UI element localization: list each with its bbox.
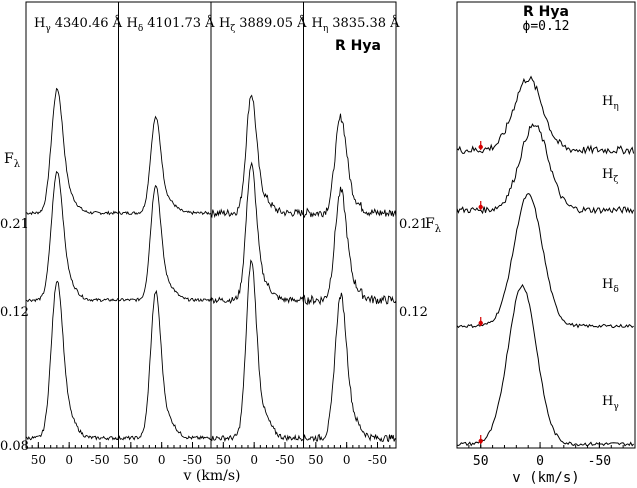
x-tick-label: 50 bbox=[308, 453, 323, 467]
right-x-tick-label: 50 bbox=[473, 454, 489, 469]
subpanel-title-2: Hζ 3889.05 Å bbox=[219, 15, 307, 34]
right-series-label-ζ: Hζ bbox=[602, 167, 618, 185]
left-spectra-curves bbox=[25, 87, 397, 443]
right-spectrum-ζ bbox=[456, 123, 635, 215]
spectrum-line-phase-0.08-panel-2 bbox=[210, 259, 304, 443]
right-x-ticks: 50 0 -50 bbox=[456, 442, 636, 469]
right-spectrum-γ bbox=[456, 283, 634, 447]
left-x-ticks: 50 0 -50 50 0 -50 50 0 -50 50 0 -50 bbox=[25, 442, 397, 467]
right-side-y-axis-label: Fλ bbox=[425, 216, 442, 235]
spectrum-line-phase-0.21-panel-2 bbox=[210, 94, 304, 219]
x-tick-label: 0 bbox=[158, 453, 166, 467]
x-tick-label: 0 bbox=[65, 453, 73, 467]
left-subpanel-dividers bbox=[118, 2, 304, 448]
spectrum-line-phase-0.21-panel-3 bbox=[303, 113, 397, 219]
spectrum-line-phase-0.21-panel-0 bbox=[25, 87, 119, 216]
x-tick-label: 50 bbox=[31, 453, 46, 467]
left-x-axis-label: v (km/s) bbox=[183, 468, 241, 484]
phase-label-right-0: 0.21 bbox=[399, 217, 428, 232]
phase-label-right-1: 0.12 bbox=[399, 305, 428, 320]
right-plot-frame bbox=[456, 1, 636, 449]
right-x-axis-label: v (km/s) bbox=[512, 470, 579, 486]
right-x-tick-label: 0 bbox=[536, 454, 544, 469]
right-spectrum-δ bbox=[456, 193, 634, 329]
right-spectra-curves bbox=[456, 75, 635, 447]
right-series-label-η: Hη bbox=[602, 94, 619, 112]
x-tick-label: -50 bbox=[368, 453, 387, 467]
spectrum-line-phase-0.12-panel-2 bbox=[210, 161, 304, 305]
left-y-axis-label: Fλ bbox=[4, 151, 21, 170]
spectrum-line-phase-0.12-panel-1 bbox=[118, 184, 212, 303]
spectrum-line-phase-0.08-panel-0 bbox=[25, 280, 119, 441]
right-series-label-δ: Hδ bbox=[602, 277, 619, 295]
subpanel-title-3: Hη 3835.38 Å bbox=[312, 15, 401, 34]
x-tick-label: -50 bbox=[183, 453, 202, 467]
left-multi-panel-chart: Hγ 4340.46 Å Hδ 4101.73 Å Hζ 3889.05 Å Hη 3835.… bbox=[0, 1, 442, 484]
spectrum-line-phase-0.08-panel-3 bbox=[303, 292, 397, 443]
right-spectrum-η bbox=[456, 75, 635, 156]
spectrum-line-phase-0.12-panel-0 bbox=[25, 170, 119, 303]
right-chart-title: R Hya bbox=[523, 4, 569, 20]
phase-label-left-2: 0.08 bbox=[0, 439, 29, 454]
spectrum-line-phase-0.08-panel-1 bbox=[118, 289, 212, 441]
right-series-label-γ: Hγ bbox=[602, 394, 619, 412]
subpanel-title-1: Hδ 4101.73 Å bbox=[127, 15, 216, 34]
right-phase-text: ϕ=0.12 bbox=[523, 19, 570, 34]
phase-label-left-1: 0.12 bbox=[0, 305, 29, 320]
x-tick-label: 0 bbox=[343, 453, 351, 467]
right-x-tick-label: -50 bbox=[588, 454, 611, 469]
right-chart: R Hya ϕ=0.12 50 0 -50 Hη Hζ Hδ Hγ v (km/s) bbox=[456, 1, 636, 486]
spectrum-line-phase-0.12-panel-3 bbox=[303, 186, 397, 306]
right-series-labels: Hη Hζ Hδ Hγ bbox=[602, 94, 619, 412]
left-star-label: R Hya bbox=[335, 38, 381, 54]
x-tick-label: -50 bbox=[90, 453, 109, 467]
left-subpanel-titles: Hγ 4340.46 Å Hδ 4101.73 Å Hζ 3889.05 Å Hη 3835.… bbox=[34, 15, 400, 34]
spectrum-line-phase-0.21-panel-1 bbox=[118, 115, 212, 216]
x-tick-label: 50 bbox=[216, 453, 231, 467]
phase-label-left-0: 0.21 bbox=[0, 217, 29, 232]
subpanel-title-0: Hγ 4340.46 Å bbox=[34, 15, 123, 34]
x-tick-label: -50 bbox=[275, 453, 294, 467]
x-tick-label: 50 bbox=[123, 453, 138, 467]
x-tick-label: 0 bbox=[250, 453, 258, 467]
